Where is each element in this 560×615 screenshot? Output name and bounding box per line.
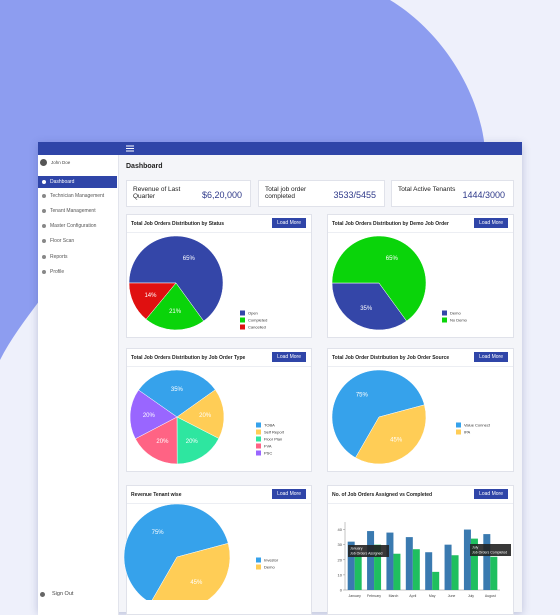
- menu-icon[interactable]: [126, 145, 134, 152]
- nav-icon: [42, 209, 46, 213]
- divider: [127, 503, 311, 504]
- stat-value: 1444/3000: [462, 190, 505, 200]
- nav-icon: [42, 180, 46, 184]
- chart-panel: Total Job Orders Distribution by Status L…: [126, 214, 312, 338]
- nav-item[interactable]: Floor Scan: [38, 235, 117, 247]
- nav-icon: [42, 224, 46, 228]
- load-more-button[interactable]: Load More: [272, 489, 306, 499]
- nav-item[interactable]: Tenant Management: [38, 205, 117, 217]
- divider: [127, 366, 311, 367]
- page: {"sidebar":{"user":"John Doe","items":["…: [0, 0, 522, 615]
- sidebar: John Doe Dashboard Technician Management T…: [38, 155, 119, 615]
- stat-card: Total Active Tenants 1444/3000: [391, 180, 514, 207]
- divider: [127, 232, 311, 233]
- chart-panel: Total Job Order Distribution by Job Orde…: [327, 348, 514, 472]
- stat-card: Total job order completed 3533/5455: [258, 180, 385, 207]
- nav-icon: [42, 194, 46, 198]
- load-more-button[interactable]: Load More: [272, 352, 306, 362]
- stat-label: Total Active Tenants: [398, 186, 456, 193]
- nav-item[interactable]: Technician Management: [38, 190, 117, 202]
- user-name: John Doe: [51, 160, 71, 165]
- nav-item[interactable]: Profile: [38, 266, 117, 278]
- load-more-button[interactable]: Load More: [474, 352, 508, 362]
- page-title: Dashboard: [126, 163, 163, 170]
- load-more-button[interactable]: Load More: [474, 489, 508, 499]
- chart-title: Total Job Order Distribution by Job Orde…: [332, 355, 450, 361]
- sign-out[interactable]: Sign Out: [52, 591, 74, 597]
- nav-icon: [42, 270, 46, 274]
- sign-out-icon: [40, 592, 45, 597]
- chart-title: Total Job Orders Distribution by Demo Jo…: [332, 221, 449, 227]
- app-window: John Doe Dashboard Technician Management T…: [38, 142, 522, 615]
- nav-icon: [42, 255, 46, 259]
- top-bar: [38, 142, 522, 155]
- stat-label: Total job order completed: [265, 186, 307, 200]
- chart-title: Total Job Orders Distribution by Job Ord…: [131, 355, 246, 361]
- nav-icon: [42, 239, 46, 243]
- divider: [328, 232, 513, 233]
- nav-item[interactable]: Master Configuration: [38, 220, 117, 232]
- avatar: [40, 159, 47, 166]
- load-more-button[interactable]: Load More: [474, 218, 508, 228]
- nav-item[interactable]: Dashboard: [38, 176, 117, 188]
- chart-panel: Total Job Orders Distribution by Job Ord…: [126, 348, 312, 472]
- chart-title: Revenue Tenant wise: [131, 492, 182, 498]
- stat-value: 3533/5455: [333, 190, 376, 200]
- chart-panel: Revenue Tenant wise Load More: [126, 485, 312, 615]
- stat-value: $6,20,000: [201, 190, 242, 200]
- nav-item[interactable]: Reports: [38, 251, 117, 263]
- stat-label: Revenue of Last Quarter: [133, 186, 181, 200]
- chart-panel: No. of Job Orders Assigned vs Completed L…: [327, 485, 514, 615]
- divider: [328, 503, 513, 504]
- chart-title: Total Job Orders Distribution by Status: [131, 221, 224, 227]
- stat-card: Revenue of Last Quarter $6,20,000: [126, 180, 251, 207]
- chart-panel: Total Job Orders Distribution by Demo Jo…: [327, 214, 514, 338]
- chart-title: No. of Job Orders Assigned vs Completed: [332, 492, 433, 498]
- load-more-button[interactable]: Load More: [272, 218, 306, 228]
- divider: [328, 366, 513, 367]
